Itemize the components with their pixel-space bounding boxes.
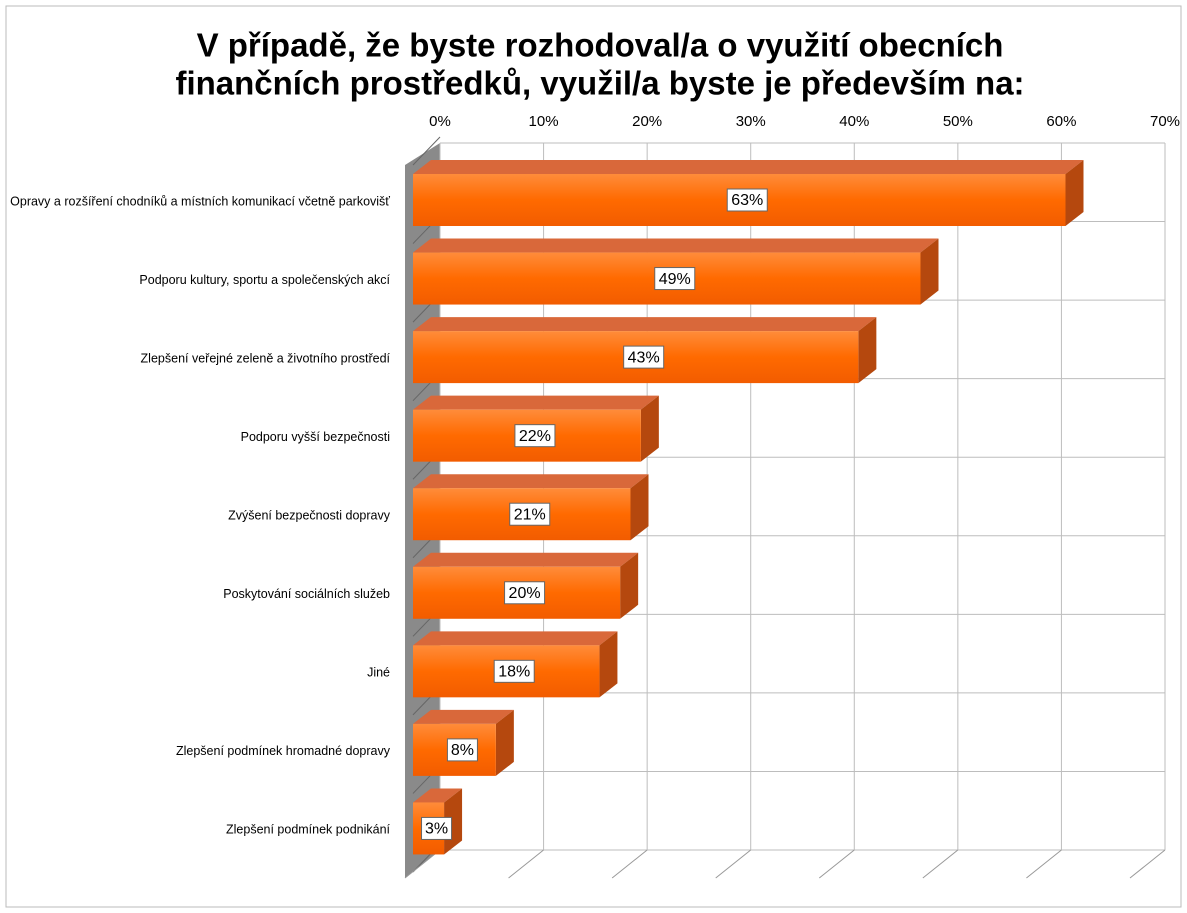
bar-side (1065, 160, 1084, 226)
floor-line (1129, 849, 1166, 879)
bar-top (413, 631, 618, 646)
bar: 20% (413, 552, 639, 619)
value-label-box (514, 424, 556, 448)
category-label: Zvýšení bezpečnosti dopravy (228, 509, 391, 523)
bar: 63% (413, 160, 1084, 226)
floor-line (818, 849, 855, 879)
x-tick-label: 10% (529, 113, 559, 130)
floor-line (508, 849, 544, 879)
x-tick-label: 20% (632, 113, 662, 130)
bar-top (413, 474, 649, 489)
bar-top (413, 395, 659, 410)
category-label: Jiné (367, 666, 390, 680)
value-label-box (623, 345, 665, 369)
bar-top (413, 552, 639, 567)
category-label: Zlepšení veřejné zeleně a životního pros… (141, 351, 391, 365)
value-label-box (493, 659, 535, 683)
x-tick-label: 50% (943, 113, 973, 130)
bar: 43% (413, 317, 877, 384)
category-label: Zlepšení podmínek podnikání (226, 823, 391, 837)
value-label-box (509, 502, 551, 526)
bar: 49% (413, 238, 939, 305)
bar-side (858, 317, 877, 384)
category-label: Opravy a rozšíření chodníků a místních k… (10, 194, 390, 208)
wall-tick (412, 136, 441, 166)
bar-side (620, 552, 639, 619)
category-label: Zlepšení podmínek hromadné dopravy (176, 744, 391, 758)
chart-title: V případě, že byste rozhodoval/a o využi… (197, 27, 1004, 64)
bar-top (413, 788, 463, 803)
value-label: 49% (659, 271, 691, 288)
bar: 21% (413, 474, 649, 541)
x-tick-label: 0% (429, 113, 451, 130)
x-tick-label: 70% (1150, 113, 1180, 130)
bar: 3% (413, 788, 463, 855)
floor-line (922, 849, 959, 879)
value-label: 3% (425, 821, 448, 838)
value-label: 22% (519, 428, 551, 445)
value-label-box (504, 581, 546, 605)
bar-top (413, 709, 514, 724)
bar-side (640, 395, 659, 462)
floor-line (1026, 849, 1062, 879)
value-label-box (654, 267, 696, 291)
value-label: 20% (509, 585, 541, 602)
bar: 8% (413, 709, 514, 776)
category-label: Podporu vyšší bezpečnosti (241, 430, 390, 444)
x-tick-label: 60% (1046, 113, 1076, 130)
bar: 22% (413, 395, 659, 462)
value-label-box (421, 816, 453, 840)
bar: 18% (413, 631, 618, 698)
x-tick-label: 30% (736, 113, 766, 130)
category-label: Podporu kultury, sportu a společenských … (139, 273, 390, 287)
bar-top (413, 238, 939, 253)
floor-line (404, 849, 441, 879)
value-label: 63% (731, 192, 763, 209)
x-tick-label: 40% (839, 113, 869, 130)
value-label-box (446, 738, 478, 762)
chart-title: finančních prostředků, využil/a byste je… (175, 65, 1024, 102)
frame (5, 5, 1182, 908)
bar-side (920, 238, 939, 305)
value-label: 18% (498, 664, 530, 681)
value-label: 8% (451, 742, 474, 759)
floor-line (715, 849, 752, 879)
bar-top (413, 317, 877, 332)
bar-side (495, 709, 514, 776)
value-label: 21% (514, 506, 546, 523)
bar-side (599, 631, 618, 698)
category-label: Poskytování sociálních služeb (223, 587, 390, 601)
value-label: 43% (628, 349, 660, 366)
bar-side (630, 474, 649, 541)
floor-line (611, 849, 648, 879)
bar-top (413, 160, 1084, 174)
value-label-box (726, 188, 768, 212)
